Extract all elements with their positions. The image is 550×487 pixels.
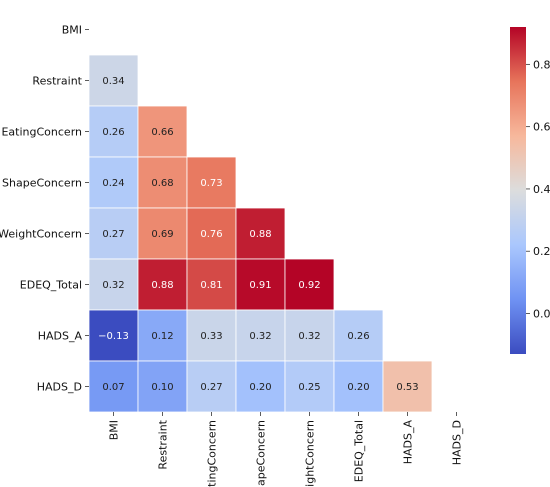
cell-value-label: 0.69 [151, 229, 173, 240]
heatmap-cell-Restraint-BMI [88, 54, 139, 107]
y-tick-label: HADS_D [37, 381, 82, 394]
heatmap-cell-HADS_A-Restraint [137, 309, 188, 362]
heatmap-cell-EatingConcern-Restraint [137, 105, 188, 158]
cell-value-label: 0.68 [151, 178, 173, 189]
heatmap-cell-WeightConcern-ShapeConcern [235, 207, 286, 260]
cell-value-label: 0.73 [200, 178, 222, 189]
cell-value-label: 0.32 [102, 280, 124, 291]
y-tick-label: EDEQ_Total [20, 279, 82, 292]
cell-value-label: 0.20 [347, 382, 369, 393]
heatmap-cell-HADS_D-EDEQ_Total [333, 360, 384, 413]
x-tick-label: ShapeConcern [255, 420, 268, 487]
x-tick-label: BMI [108, 420, 121, 440]
cell-value-label: 0.20 [249, 382, 271, 393]
x-tick-label: WeightConcern [304, 420, 317, 487]
y-axis-tick-labels: BMI Restraint EatingConcern ShapeConcern Wei… [0, 24, 89, 394]
y-tick-label: HADS_A [38, 330, 83, 343]
cell-value-label: 0.27 [102, 229, 124, 240]
cell-value-label: 0.91 [249, 280, 271, 291]
cell-value-label: 0.76 [200, 229, 222, 240]
cell-value-label: 0.53 [396, 382, 418, 393]
x-tick-label: EatingConcern [206, 420, 219, 487]
y-tick-label: ShapeConcern [2, 177, 82, 190]
y-tick-label: Restraint [32, 75, 82, 88]
cell-value-label: −0.13 [98, 331, 129, 342]
y-tick-label: WeightConcern [0, 228, 82, 241]
heatmap-cell-EatingConcern-BMI [88, 105, 139, 158]
x-tick-label: EDEQ_Total [353, 420, 366, 482]
y-tick-label: BMI [62, 24, 82, 37]
cell-value-label: 0.26 [347, 331, 369, 342]
cell-value-label: 0.26 [102, 127, 124, 138]
cell-value-label: 0.33 [200, 331, 222, 342]
colorbar: 0.0 0.2 0.4 0.6 0.8 [510, 27, 550, 354]
heatmap-cells: 0.34 0.26 0.66 0.24 0.68 0.73 0.27 0.69 0.76 0.88… [88, 54, 433, 413]
colorbar-tick-label: 0.8 [533, 58, 550, 71]
x-tick-label: HADS_A [402, 420, 415, 465]
cell-value-label: 0.88 [151, 280, 173, 291]
x-axis-tick-labels: BMI Restraint EatingConcern ShapeConcern Wei… [108, 412, 464, 487]
colorbar-tick-label: 0.4 [533, 183, 550, 196]
heatmap-cell-HADS_D-ShapeConcern [235, 360, 286, 413]
colorbar-tick-label: 0.0 [533, 308, 550, 321]
heatmap-cell-HADS_A-EatingConcern [186, 309, 237, 362]
cell-value-label: 0.25 [298, 382, 320, 393]
heatmap-cell-HADS_D-BMI [88, 360, 139, 413]
cell-value-label: 0.32 [298, 331, 320, 342]
heatmap-cell-EDEQ_Total-Restraint [137, 258, 188, 311]
cell-value-label: 0.66 [151, 127, 173, 138]
heatmap-cell-ShapeConcern-EatingConcern [186, 156, 237, 209]
cell-value-label: 0.81 [200, 280, 222, 291]
colorbar-tick-label: 0.6 [533, 121, 550, 134]
colorbar-tick-label: 0.2 [533, 245, 550, 258]
heatmap-cell-ShapeConcern-BMI [88, 156, 139, 209]
heatmap-cell-HADS_D-HADS_A [382, 360, 433, 413]
cell-value-label: 0.24 [102, 178, 124, 189]
heatmap-cell-HADS_A-ShapeConcern [235, 309, 286, 362]
cell-value-label: 0.07 [102, 382, 124, 393]
x-tick-label: Restraint [157, 419, 170, 469]
cell-value-label: 0.10 [151, 382, 173, 393]
heatmap-cell-HADS_D-Restraint [137, 360, 188, 413]
heatmap-cell-HADS_A-EDEQ_Total [333, 309, 384, 362]
cell-value-label: 0.32 [249, 331, 271, 342]
cell-value-label: 0.92 [298, 280, 320, 291]
heatmap-cell-WeightConcern-Restraint [137, 207, 188, 260]
cell-value-label: 0.88 [249, 229, 271, 240]
colorbar-gradient [510, 27, 526, 354]
heatmap-cell-EDEQ_Total-ShapeConcern [235, 258, 286, 311]
y-tick-label: EatingConcern [1, 126, 82, 139]
x-tick-label: HADS_D [451, 420, 464, 465]
cell-value-label: 0.27 [200, 382, 222, 393]
cell-value-label: 0.34 [102, 76, 124, 87]
heatmap-cell-HADS_A-WeightConcern [284, 309, 335, 362]
cell-value-label: 0.12 [151, 331, 173, 342]
